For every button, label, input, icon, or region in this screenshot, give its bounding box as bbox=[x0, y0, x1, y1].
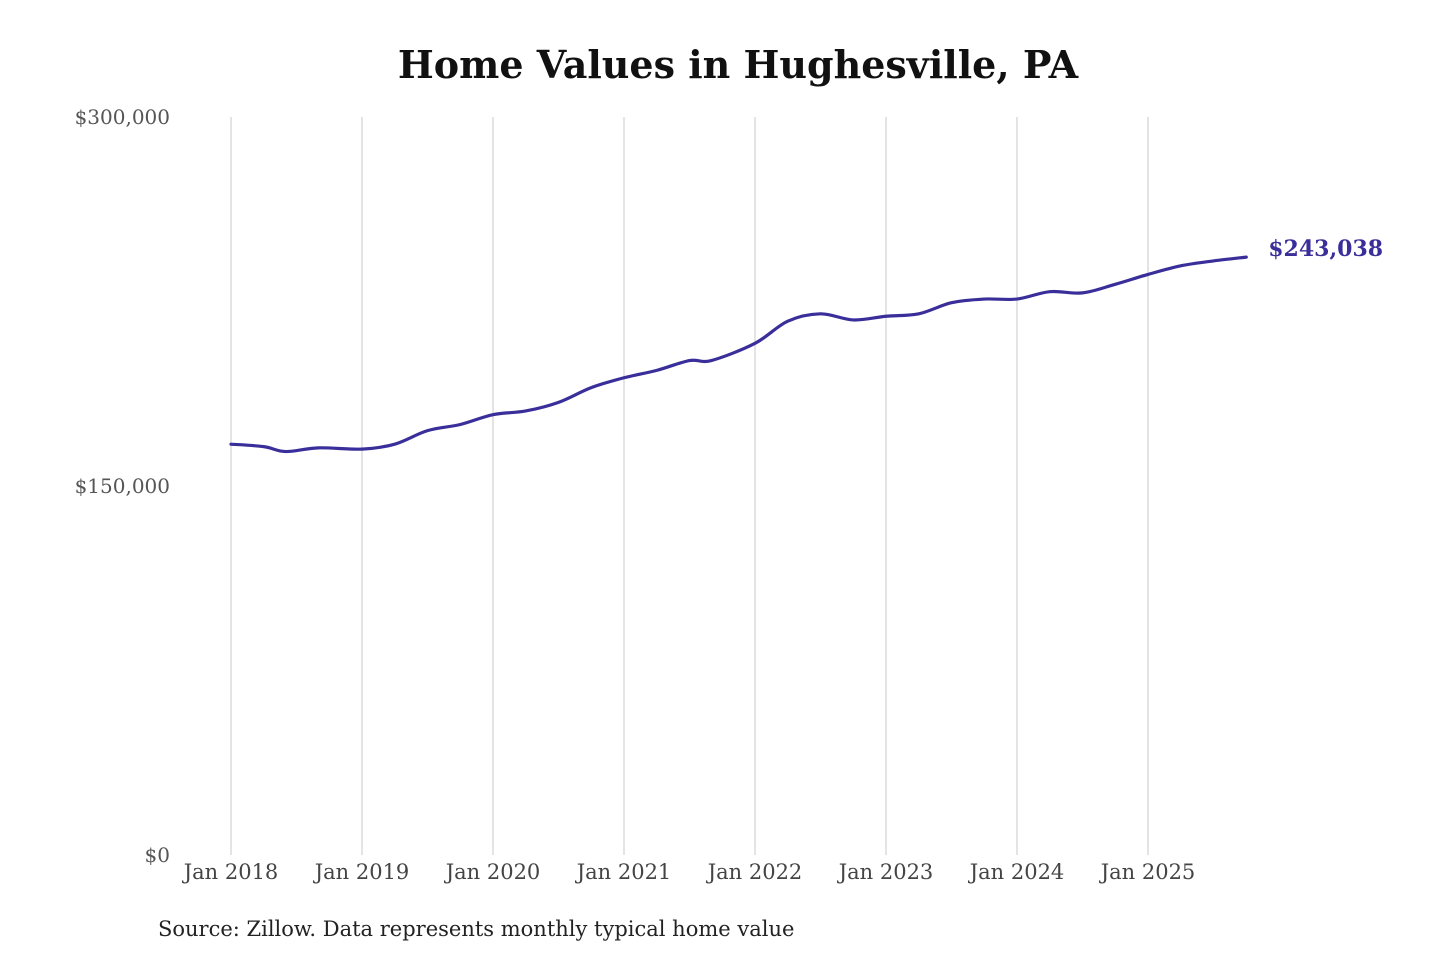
series-line bbox=[229, 255, 1248, 454]
x-tick-label: Jan 2022 bbox=[706, 860, 803, 884]
y-tick-label: $0 bbox=[145, 843, 170, 867]
x-tick-label: Jan 2018 bbox=[182, 860, 279, 884]
y-tick-label: $150,000 bbox=[75, 474, 170, 498]
source-note: Source: Zillow. Data represents monthly … bbox=[158, 917, 795, 941]
x-tick-label: Jan 2019 bbox=[313, 860, 410, 884]
chart-title: Home Values in Hughesville, PA bbox=[397, 42, 1079, 87]
y-tick-label: $300,000 bbox=[75, 105, 170, 129]
x-tick-label: Jan 2020 bbox=[444, 860, 541, 884]
x-tick-label: Jan 2025 bbox=[1099, 860, 1196, 884]
end-value-label: $243,038 bbox=[1268, 236, 1383, 262]
x-tick-label: Jan 2024 bbox=[968, 860, 1065, 884]
x-tick-label: Jan 2021 bbox=[575, 860, 672, 884]
x-tick-label: Jan 2023 bbox=[837, 860, 934, 884]
